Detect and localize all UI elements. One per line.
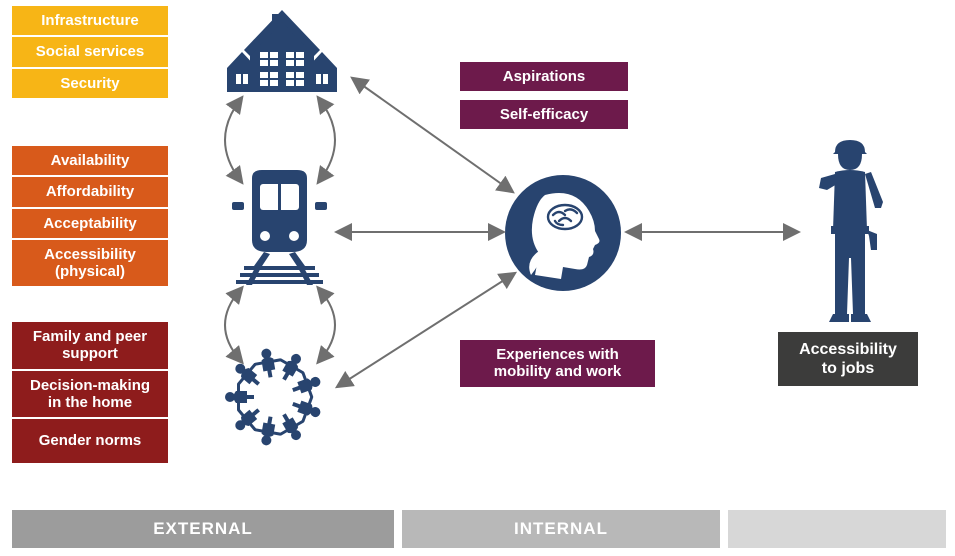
arrow-people-head: [340, 275, 512, 385]
internal-bar-label: INTERNAL: [514, 519, 608, 539]
arrow-houses-head: [355, 80, 510, 190]
arrow-train-people-left: [225, 290, 240, 360]
blank-bar: [728, 510, 946, 548]
arrow-houses-train-left: [225, 100, 240, 180]
internal-bar: INTERNAL: [402, 510, 720, 548]
arrow-houses-train-right: [320, 100, 335, 180]
arrows-layer: [0, 0, 955, 480]
external-bar: EXTERNAL: [12, 510, 394, 548]
external-bar-label: EXTERNAL: [153, 519, 253, 539]
arrow-train-people-right: [320, 290, 335, 360]
